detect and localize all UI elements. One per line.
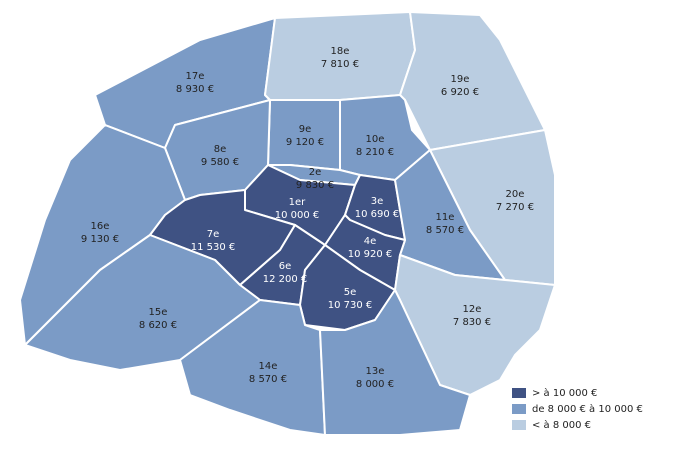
district-name: 4e xyxy=(364,236,377,247)
district-name: 9e xyxy=(299,124,312,135)
district-price: 10 690 € xyxy=(355,209,400,220)
district-name: 13e xyxy=(366,366,385,377)
district-name: 16e xyxy=(91,221,110,232)
district-name: 10e xyxy=(366,134,385,145)
district-name: 12e xyxy=(463,304,482,315)
district-price: 8 000 € xyxy=(356,379,394,390)
district-name: 2e xyxy=(309,167,322,178)
district-price: 7 270 € xyxy=(496,202,534,213)
district-price: 10 000 € xyxy=(275,210,320,221)
district-name: 11e xyxy=(436,212,455,223)
legend-label: > à 10 000 € xyxy=(532,387,597,399)
district xyxy=(267,99,341,171)
district-price: 9 120 € xyxy=(286,137,324,148)
legend-label: de 8 000 € à 10 000 € xyxy=(532,403,643,415)
district-price: 12 200 € xyxy=(263,274,308,285)
district-price: 8 210 € xyxy=(356,147,394,158)
district-name: 20e xyxy=(506,189,525,200)
district-name: 14e xyxy=(259,361,278,372)
legend-swatch xyxy=(512,420,526,430)
district-price: 8 570 € xyxy=(249,374,287,385)
district-name: 1er xyxy=(289,197,307,208)
district xyxy=(399,11,546,151)
district-price: 8 930 € xyxy=(176,84,214,95)
legend-label: < à 8 000 € xyxy=(532,419,591,431)
district-price: 8 620 € xyxy=(139,320,177,331)
district-price: 10 730 € xyxy=(328,300,373,311)
district-name: 18e xyxy=(331,46,350,57)
district xyxy=(24,234,261,371)
district-name: 5e xyxy=(344,287,357,298)
district-price: 7 810 € xyxy=(321,59,359,70)
district-name: 6e xyxy=(279,261,292,272)
legend-swatch xyxy=(512,404,526,414)
district-price: 10 920 € xyxy=(348,249,393,260)
district-price: 11 530 € xyxy=(191,242,236,253)
district-price: 6 920 € xyxy=(441,87,479,98)
district-name: 8e xyxy=(214,144,227,155)
district-name: 19e xyxy=(451,74,470,85)
district-name: 15e xyxy=(149,307,168,318)
district-name: 17e xyxy=(186,71,205,82)
district-price: 8 570 € xyxy=(426,225,464,236)
district xyxy=(179,299,326,436)
district-price: 9 580 € xyxy=(201,157,239,168)
district-price: 9 130 € xyxy=(81,234,119,245)
district xyxy=(319,289,471,436)
district-name: 7e xyxy=(207,229,220,240)
district-price: 9 830 € xyxy=(296,180,334,191)
district-name: 3e xyxy=(371,196,384,207)
district-price: 7 830 € xyxy=(453,317,491,328)
legend-swatch xyxy=(512,388,526,398)
